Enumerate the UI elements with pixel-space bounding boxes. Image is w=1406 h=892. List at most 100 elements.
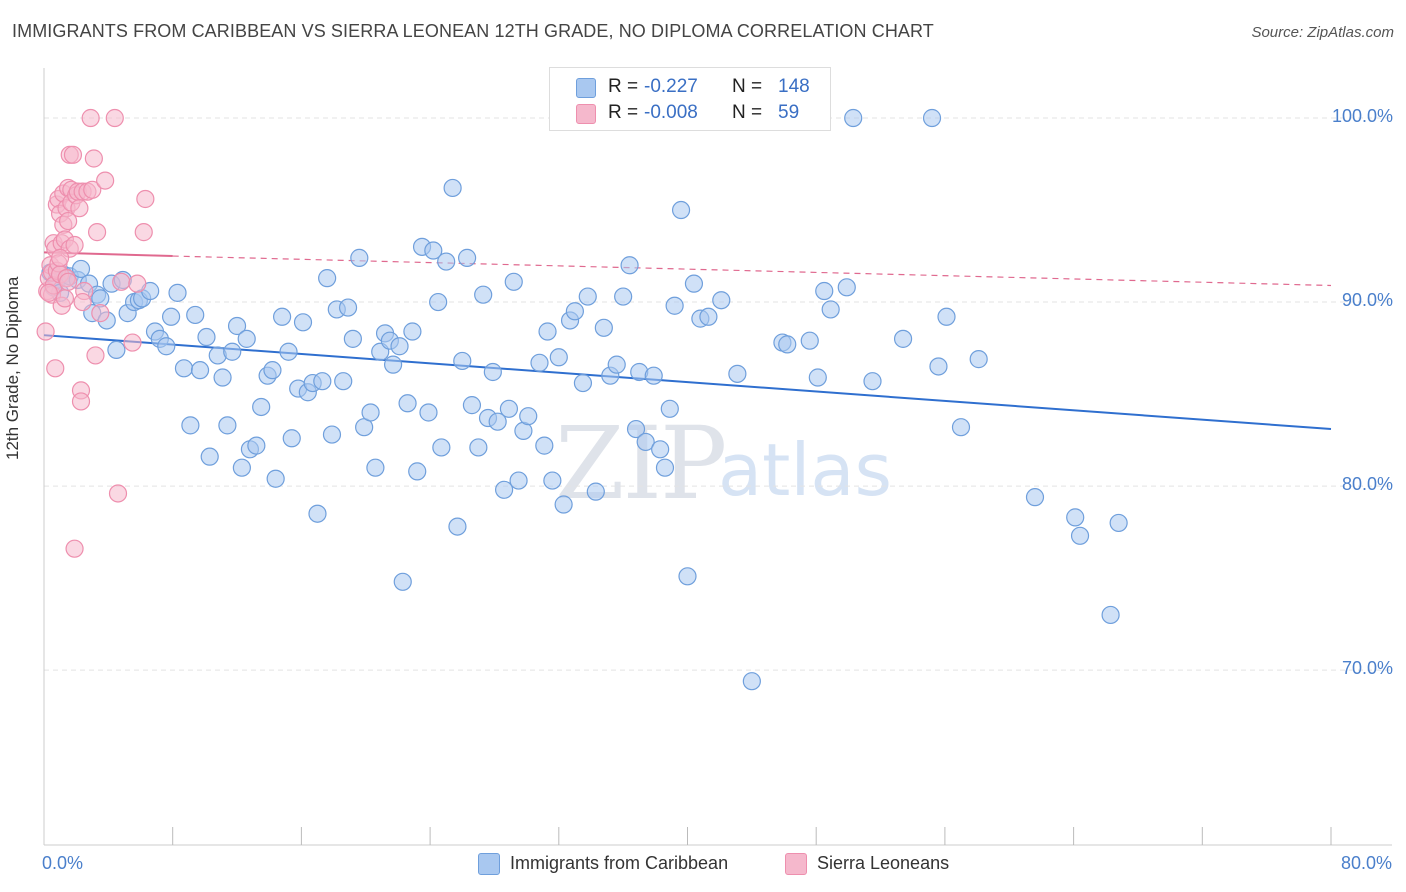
point-caribbean (474, 285, 493, 304)
x-tick-label-max: 80.0% (1340, 853, 1392, 873)
point-sierra-leonean (73, 292, 92, 312)
point-sierra-leonean (39, 283, 58, 302)
bottom-legend-label-caribbean: Immigrants from Caribbean (510, 853, 729, 873)
point-caribbean (1070, 526, 1090, 545)
point-caribbean (419, 403, 438, 422)
point-caribbean (308, 504, 327, 523)
legend-row-sierra-leonean: R = -0.008 N = 59 (550, 101, 830, 125)
point-caribbean (398, 394, 417, 413)
x-tick-label-min: 0.0% (42, 853, 84, 873)
point-caribbean (483, 362, 502, 382)
point-caribbean (821, 300, 840, 319)
point-sierra-leonean (83, 180, 102, 199)
point-caribbean (237, 329, 256, 348)
point-caribbean (186, 305, 205, 325)
point-caribbean (272, 307, 292, 326)
point-caribbean (620, 256, 639, 275)
point-caribbean (247, 436, 266, 455)
point-caribbean (313, 372, 332, 391)
point-caribbean (107, 340, 126, 360)
point-caribbean (699, 307, 718, 326)
point-caribbean (509, 471, 528, 490)
point-sierra-leonean (87, 223, 107, 242)
bottom-legend-swatch-caribbean (478, 853, 500, 875)
point-caribbean (1101, 605, 1120, 625)
point-caribbean (266, 469, 285, 488)
legend-n-value: 59 (778, 102, 800, 123)
point-caribbean (403, 322, 422, 341)
watermark-atlas: atlas (718, 428, 892, 512)
point-caribbean (684, 274, 704, 293)
point-caribbean (200, 447, 219, 466)
point-caribbean (543, 471, 562, 490)
point-caribbean (530, 353, 549, 372)
point-caribbean (626, 419, 646, 439)
point-caribbean (651, 440, 670, 459)
point-caribbean (293, 313, 313, 332)
point-caribbean (573, 373, 593, 393)
point-caribbean (458, 248, 477, 267)
point-caribbean (1109, 513, 1128, 533)
point-sierra-leonean (46, 359, 65, 378)
point-caribbean (728, 364, 747, 383)
point-sierra-leonean (91, 304, 110, 323)
point-sierra-leonean (55, 289, 75, 308)
point-caribbean (218, 416, 237, 435)
point-caribbean (554, 495, 573, 514)
point-sierra-leonean (59, 272, 78, 291)
point-caribbean (71, 259, 91, 279)
legend-n-value: 148 (778, 76, 810, 97)
point-caribbean (937, 307, 956, 326)
legend-swatch-sierra-leonean (576, 104, 596, 124)
point-caribbean (578, 287, 597, 306)
bottom-legend-label-sierra-leonean: Sierra Leoneans (817, 853, 950, 873)
grid-lines (44, 117, 1392, 671)
point-caribbean (453, 351, 472, 371)
point-caribbean (671, 200, 691, 220)
point-caribbean (614, 287, 633, 306)
point-caribbean (197, 327, 216, 347)
point-caribbean (951, 418, 971, 437)
point-sierra-leonean (59, 211, 78, 231)
point-sierra-leonean (134, 223, 153, 242)
point-caribbean (837, 278, 856, 297)
point-caribbean (322, 425, 342, 444)
point-caribbean (678, 567, 697, 586)
point-caribbean (712, 291, 731, 310)
source-label: Source: ZipAtlas.com (1251, 24, 1394, 41)
point-caribbean (863, 372, 882, 391)
chart-title: IMMIGRANTS FROM CARIBBEAN VS SIERRA LEON… (12, 21, 934, 41)
point-caribbean (263, 361, 282, 380)
point-sierra-leonean (96, 171, 115, 190)
point-caribbean (488, 412, 507, 431)
point-caribbean (808, 368, 827, 387)
legend-swatch-caribbean (576, 78, 596, 98)
point-caribbean (462, 396, 482, 415)
y-tick-label: 70.0% (1341, 658, 1393, 679)
point-caribbean (922, 108, 942, 128)
point-caribbean (432, 438, 451, 457)
point-caribbean (318, 269, 337, 288)
point-caribbean (227, 316, 247, 336)
point-sierra-leonean (50, 248, 70, 267)
point-caribbean (334, 372, 353, 391)
point-caribbean (424, 241, 443, 260)
point-sierra-leonean (108, 484, 128, 503)
point-caribbean (815, 281, 834, 301)
point-caribbean (499, 399, 519, 418)
point-sierra-leonean (65, 539, 84, 558)
point-caribbean (282, 429, 301, 448)
point-caribbean (366, 458, 385, 477)
point-sierra-leonean (136, 189, 155, 209)
point-sierra-leonean (81, 108, 100, 128)
point-sierra-leonean (112, 272, 131, 291)
point-caribbean (429, 292, 448, 312)
point-sierra-leonean (71, 392, 91, 411)
legend-row-caribbean: R = -0.227 N = 148 (550, 75, 830, 99)
point-caribbean (469, 438, 488, 457)
point-caribbean (338, 298, 358, 317)
point-caribbean (443, 178, 462, 198)
point-sierra-leonean (128, 274, 147, 293)
y-axis-label: 12th Grade, No Diploma (3, 276, 22, 460)
